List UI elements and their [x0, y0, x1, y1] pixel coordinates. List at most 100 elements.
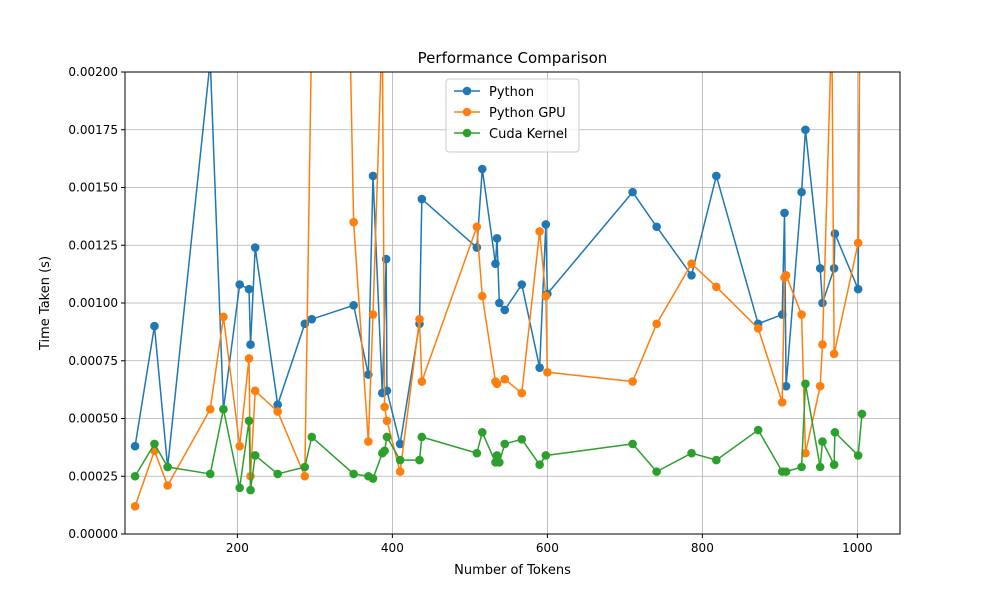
legend-label-python: Python: [489, 85, 534, 100]
data-point-cuda-kernel: [150, 439, 159, 449]
data-point-cuda-kernel: [830, 428, 840, 437]
data-point-cuda-kernel: [380, 446, 389, 456]
data-point-cuda-kernel: [628, 439, 637, 449]
data-point-cuda-kernel: [472, 448, 482, 458]
data-point-python-gpu: [777, 398, 787, 407]
data-point-python-gpu: [500, 374, 510, 384]
x-tick-label: 600: [536, 541, 559, 555]
data-point-cuda-kernel: [477, 428, 487, 437]
data-point-python: [130, 441, 140, 451]
data-point-python-gpu: [492, 379, 502, 389]
data-point-python: [777, 310, 787, 319]
data-point-python-gpu: [415, 314, 424, 324]
data-point-python: [652, 222, 661, 232]
ticks: 200 400 600 800 1000 0.00000 0.00025 0.00050 0.0…: [68, 65, 872, 555]
data-point-python: [801, 125, 810, 135]
y-tick-label: 0.00150: [68, 181, 118, 195]
data-point-python: [273, 400, 282, 409]
data-point-cuda-kernel: [857, 409, 867, 419]
data-point-python-gpu: [163, 481, 172, 490]
data-point-python-gpu: [205, 404, 215, 414]
data-point-cuda-kernel: [415, 455, 424, 465]
data-point-cuda-kernel: [417, 432, 427, 442]
data-point-python: [500, 305, 510, 315]
data-point-cuda-kernel: [797, 462, 806, 472]
data-point-python: [150, 321, 159, 331]
y-tick-label: 0.00000: [68, 527, 118, 541]
data-point-python: [818, 298, 827, 308]
x-tick-label: 1000: [842, 541, 873, 555]
data-point-python-gpu: [797, 310, 806, 319]
data-point-cuda-kernel: [219, 404, 228, 414]
data-point-python: [712, 171, 721, 181]
data-point-cuda-kernel: [244, 416, 254, 426]
data-point-python-gpu: [829, 349, 839, 359]
data-point-python-gpu: [753, 324, 763, 333]
data-point-python: [477, 164, 487, 174]
data-point-python-gpu: [801, 448, 810, 458]
data-point-python: [781, 381, 791, 391]
data-point-cuda-kernel: [300, 462, 310, 472]
data-point-python: [307, 314, 317, 324]
data-point-cuda-kernel: [495, 458, 504, 467]
data-point-python-gpu: [712, 282, 721, 292]
data-point-python-gpu: [543, 368, 552, 377]
data-point-cuda-kernel: [687, 448, 696, 458]
data-point-python: [628, 187, 637, 197]
data-point-python-gpu: [382, 416, 392, 426]
legend-marker-python-gpu: [462, 107, 472, 117]
y-tick-label: 0.00125: [68, 238, 118, 252]
data-point-python: [495, 298, 504, 308]
data-point-python-gpu: [130, 501, 140, 511]
data-point-python-gpu: [815, 381, 825, 391]
data-point-python: [368, 171, 378, 181]
data-point-python: [244, 284, 254, 294]
y-tick-label: 0.00175: [68, 123, 118, 137]
data-point-python: [780, 208, 789, 218]
data-point-python: [250, 243, 260, 252]
data-point-python: [797, 187, 806, 197]
data-point-cuda-kernel: [535, 460, 544, 470]
data-point-cuda-kernel: [652, 467, 661, 476]
data-point-python-gpu: [219, 312, 228, 322]
data-point-python-gpu: [273, 407, 282, 416]
y-tick-label: 0.00075: [68, 354, 118, 368]
data-point-cuda-kernel: [273, 469, 282, 479]
data-point-cuda-kernel: [781, 467, 791, 476]
data-point-python-gpu: [477, 291, 487, 301]
series-layer: [130, 72, 867, 511]
data-point-python: [491, 259, 500, 269]
data-point-python-gpu: [853, 238, 863, 248]
data-point-python: [235, 280, 244, 289]
legend-item-python: Python: [454, 85, 534, 100]
data-point-python-gpu: [364, 437, 373, 446]
data-point-python-gpu: [781, 270, 791, 280]
data-point-python-gpu: [380, 402, 389, 412]
data-point-cuda-kernel: [801, 379, 810, 389]
data-point-python-gpu: [395, 467, 405, 476]
data-point-cuda-kernel: [163, 462, 172, 472]
x-tick-label: 200: [226, 541, 249, 555]
data-point-cuda-kernel: [712, 455, 721, 465]
series-cuda-kernel: [130, 379, 867, 495]
data-point-python: [541, 220, 551, 229]
data-point-python: [535, 363, 544, 372]
data-point-python: [349, 301, 358, 310]
data-point-cuda-kernel: [250, 451, 260, 460]
data-point-cuda-kernel: [205, 469, 215, 479]
y-tick-label: 0.00100: [68, 296, 118, 310]
data-point-cuda-kernel: [753, 425, 763, 435]
data-point-python-gpu: [235, 441, 244, 451]
y-tick-label: 0.00200: [68, 65, 118, 79]
legend-label-python-gpu: Python GPU: [489, 106, 566, 121]
data-point-python: [492, 234, 502, 243]
data-point-cuda-kernel: [246, 485, 255, 495]
data-point-python: [687, 270, 696, 280]
data-point-cuda-kernel: [130, 471, 140, 481]
data-point-python-gpu: [472, 222, 482, 232]
data-point-python-gpu: [349, 217, 358, 227]
data-point-cuda-kernel: [815, 462, 825, 472]
data-point-python: [830, 229, 840, 238]
